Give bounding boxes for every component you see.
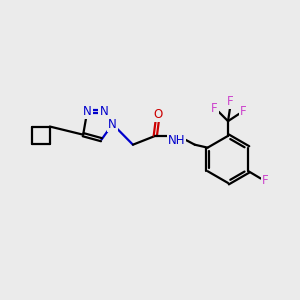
Text: N: N: [99, 105, 108, 118]
Text: F: F: [211, 102, 218, 115]
Text: F: F: [240, 105, 247, 118]
Text: NH: NH: [168, 134, 185, 147]
Text: F: F: [227, 95, 234, 108]
Text: O: O: [153, 108, 162, 121]
Text: N: N: [83, 105, 92, 118]
Text: F: F: [262, 174, 268, 187]
Text: N: N: [108, 118, 117, 130]
